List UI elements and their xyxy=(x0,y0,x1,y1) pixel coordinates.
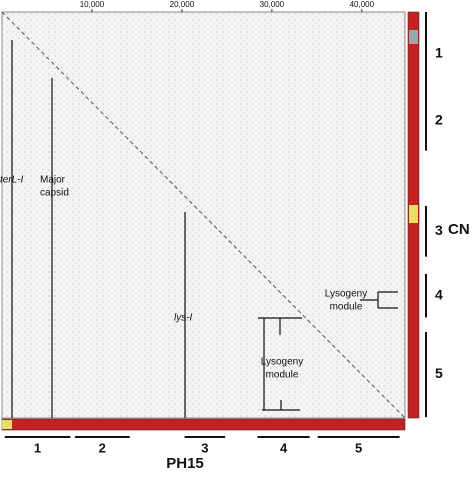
annotation: module xyxy=(266,370,299,381)
x-tick-label: 30,000 xyxy=(260,0,285,9)
y-segment-label: 5 xyxy=(435,365,443,381)
x-segment-label: 2 xyxy=(99,440,106,455)
x-genome-map xyxy=(1,418,406,431)
gene xyxy=(2,420,12,429)
y-segment-label: 4 xyxy=(435,286,443,302)
x-segment-label: 1 xyxy=(34,440,41,455)
gene xyxy=(409,205,418,223)
y-segment-label: 3 xyxy=(435,222,443,238)
annotation: capsid xyxy=(40,188,69,199)
annotation: Lysogeny xyxy=(261,357,303,368)
x-segment-label: 3 xyxy=(201,440,208,455)
annotation: terL-I xyxy=(0,175,24,186)
x-axis-label: PH15 xyxy=(166,455,204,472)
diagonal xyxy=(1,11,406,419)
y-axis-label: CN xyxy=(448,221,470,238)
annotation: Lysogeny xyxy=(325,289,367,300)
x-segment-label: 5 xyxy=(355,440,362,455)
annotation: module xyxy=(330,302,363,313)
gene xyxy=(409,30,418,44)
y-segment-label: 2 xyxy=(435,111,443,127)
annotation-arrows xyxy=(11,40,398,418)
x-tick-label: 20,000 xyxy=(170,0,195,9)
x-segment-label: 4 xyxy=(280,440,288,455)
annotation: Major xyxy=(40,175,66,186)
annotation: lys-I xyxy=(174,313,193,324)
y-segment-label: 1 xyxy=(435,44,443,60)
x-tick-label: 40,000 xyxy=(350,0,375,9)
x-tick-label: 10,000 xyxy=(80,0,105,9)
